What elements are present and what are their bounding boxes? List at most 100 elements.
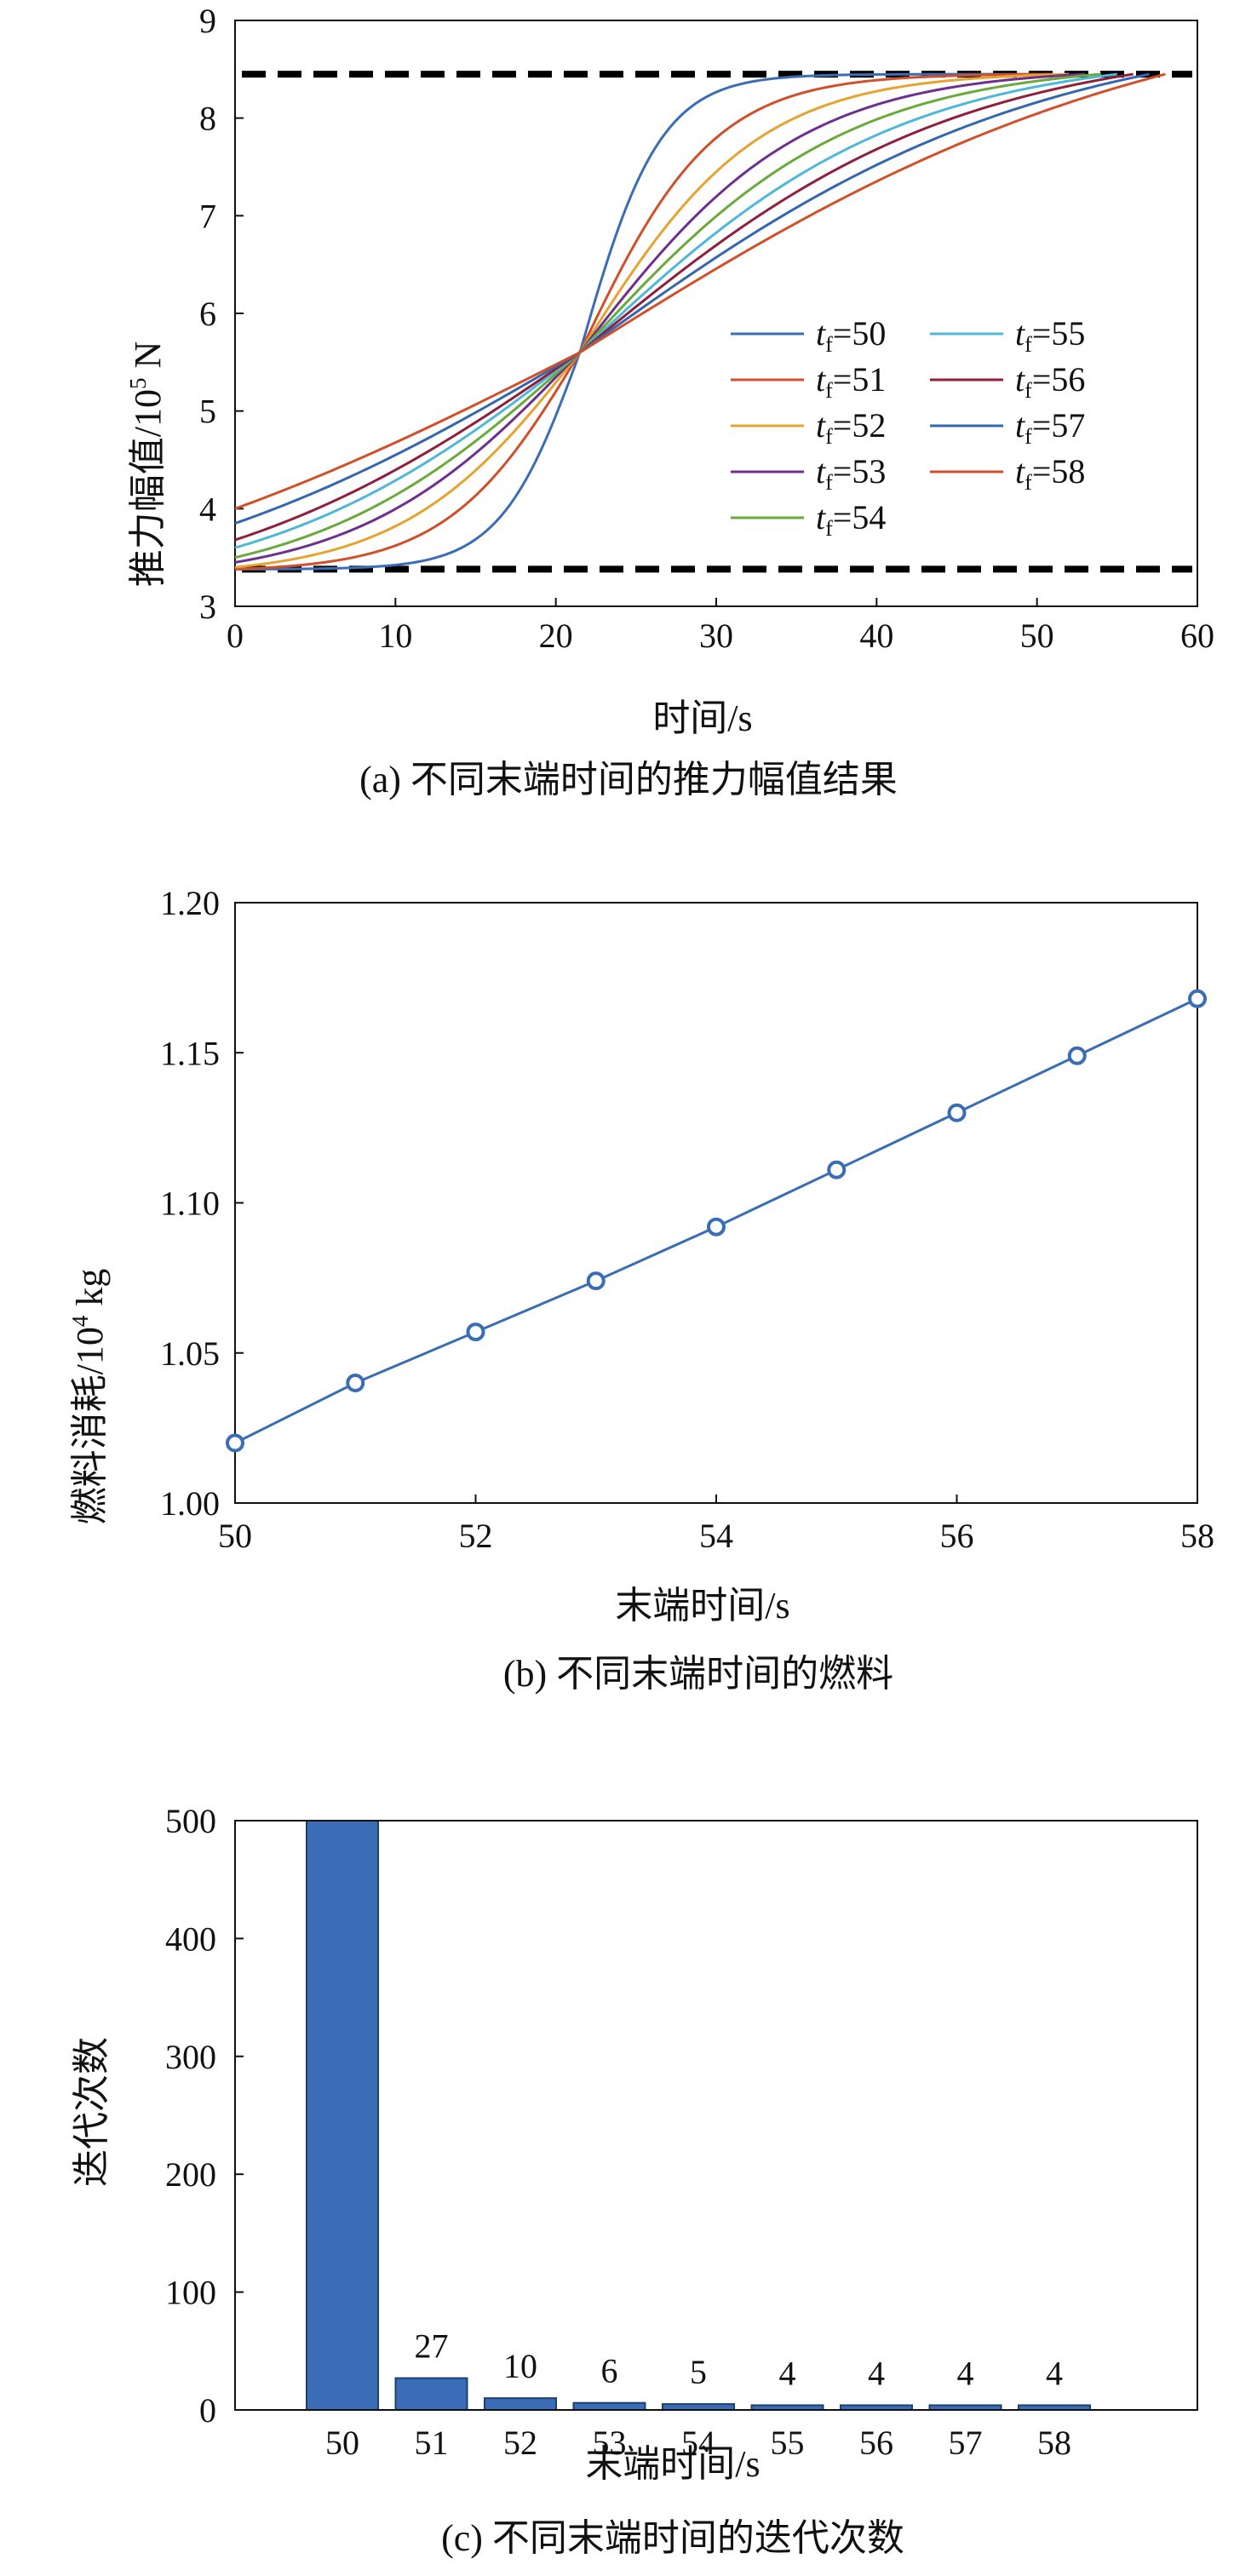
bar-value-label: 4 <box>868 2354 885 2392</box>
fuel-point-50 <box>226 1433 244 1453</box>
series-line-tf-50 <box>234 72 1037 571</box>
fuel-point-56 <box>947 1103 967 1122</box>
legend-label-tf-50: tf=50 <box>816 314 886 357</box>
series-line-tf-55 <box>234 72 1118 549</box>
fuel-point-53 <box>586 1271 606 1291</box>
chart-a-plot-area: 0 10 20 30 40 50 60 3 4 5 6 7 8 9 tf=50tf=51tf=52tf=53… <box>199 2 1214 655</box>
series-line-tf-58 <box>234 72 1166 510</box>
y-tick-label: 0 <box>199 2391 216 2430</box>
fuel-point-54 <box>707 1217 726 1236</box>
chart-b-plot-area: 50 52 54 56 58 1.00 1.05 1.10 1.15 1.20 <box>160 884 1214 1555</box>
chart-c-xlabel: 末端时间/s <box>585 2443 760 2485</box>
y-tick-label: 1.05 <box>160 1334 220 1373</box>
x-tick-label: 30 <box>699 617 733 655</box>
chart-c-ylabel: 迭代次数 <box>71 2037 112 2187</box>
iteration-count-chart: 50 51275210536545554564574584010020030040… <box>71 1802 1198 2559</box>
chart-a-ylabel-sup: 5 <box>125 378 151 390</box>
chart-a-ylabel-main: 推力幅值/10 <box>127 389 169 587</box>
series-line-tf-57 <box>234 72 1150 525</box>
y-tick-label: 8 <box>199 100 216 138</box>
x-tick-label: 50 <box>218 1517 252 1555</box>
x-tick-label: 51 <box>415 2424 449 2462</box>
x-tick-label: 57 <box>949 2424 983 2462</box>
bar-value-label: 27 <box>415 2327 449 2366</box>
y-tick-label: 300 <box>165 2038 216 2076</box>
fuel-consumption-chart: 50 52 54 56 58 1.00 1.05 1.10 1.15 1.20 末端时间/s 燃料… <box>67 884 1214 1695</box>
x-tick-label: 58 <box>1180 1517 1214 1555</box>
x-tick-label: 0 <box>227 617 244 655</box>
x-tick-label: 50 <box>1020 617 1054 655</box>
y-tick-label: 7 <box>199 197 216 235</box>
bar-value-label: 5 <box>690 2353 707 2391</box>
y-tick-label: 6 <box>199 295 216 333</box>
y-tick-label: 3 <box>199 588 216 626</box>
fuel-point-55 <box>827 1160 847 1179</box>
svg-text:推力幅值/105 N: 推力幅值/105 N <box>125 341 169 588</box>
chart-a-panel: 0 10 20 30 40 50 60 3 4 5 6 7 8 9 tf=50 tf=51 tf=52 tf=53… <box>0 0 1257 809</box>
y-tick-label: 1.20 <box>160 884 220 922</box>
bar-value-label: 4 <box>779 2354 796 2392</box>
x-tick-label: 10 <box>378 617 412 655</box>
fuel-point-57 <box>1067 1046 1087 1065</box>
fuel-point-58 <box>1188 989 1207 1008</box>
y-tick-label: 5 <box>199 393 216 431</box>
chart-b-frame <box>234 902 1198 1504</box>
chart-c-frame <box>234 1820 1198 2411</box>
bar-value-label: 4 <box>957 2354 974 2392</box>
chart-b-ylabel-sup: 4 <box>67 1315 93 1327</box>
y-tick-label: 1.10 <box>160 1185 220 1223</box>
chart-b-ylabel-unit: kg <box>69 1269 111 1316</box>
x-tick-label: 58 <box>1037 2424 1071 2462</box>
fuel-point-51 <box>346 1374 365 1392</box>
bar-value-label: 10 <box>503 2347 537 2385</box>
y-tick-label: 400 <box>165 1919 216 1958</box>
x-tick-label: 54 <box>681 2424 715 2462</box>
legend-label-tf-52: tf=52 <box>816 406 886 449</box>
chart-c-plot-area: 50 51275210536545554564574584010020030040… <box>165 1802 1198 2462</box>
legend-label-tf-53: tf=53 <box>816 452 886 495</box>
legend-label-tf-57: tf=57 <box>1015 406 1085 449</box>
legend-label-tf-54: tf=54 <box>816 498 886 541</box>
chart-a-ylabel-unit: N <box>127 341 169 378</box>
x-tick-label: 60 <box>1180 617 1214 655</box>
x-tick-label: 55 <box>771 2424 805 2462</box>
bar-50 <box>306 1820 379 2411</box>
y-tick-label: 4 <box>199 490 216 528</box>
chart-a-xlabel: 时间/s <box>652 697 752 739</box>
chart-b-caption: (b) 不同末端时间的燃料 <box>503 1653 893 1695</box>
chart-b-xlabel: 末端时间/s <box>615 1585 789 1626</box>
chart-a-caption: (a) 不同末端时间的推力幅值结果 <box>359 759 898 800</box>
y-tick-label: 500 <box>165 1802 216 1840</box>
legend-label-tf-58: tf=58 <box>1015 452 1085 495</box>
series-line-tf-56 <box>234 72 1134 542</box>
chart-b-panel: 50 52 54 56 58 1.00 1.05 1.10 1.15 1.20 末端时间/s 燃料… <box>0 852 1257 1703</box>
chart-b-ylabel: 燃料消耗/104 kg <box>67 1269 111 1525</box>
legend-label-tf-55: tf=55 <box>1015 314 1085 357</box>
x-tick-label: 40 <box>859 617 893 655</box>
x-tick-label: 56 <box>859 2424 893 2462</box>
series-line-tf-52 <box>234 72 1070 569</box>
legend-label-tf-51: tf=51 <box>816 360 886 403</box>
bar-value-label: 4 <box>1046 2354 1063 2392</box>
y-tick-label: 100 <box>165 2274 216 2312</box>
x-tick-label: 53 <box>593 2424 627 2462</box>
series-line-tf-51 <box>234 72 1053 571</box>
x-tick-label: 52 <box>503 2424 537 2462</box>
y-tick-label: 9 <box>199 2 216 40</box>
thrust-amplitude-chart: 0 10 20 30 40 50 60 3 4 5 6 7 8 9 tf=50tf=51tf=52tf=53… <box>125 2 1214 800</box>
legend-label-tf-56: tf=56 <box>1015 360 1085 403</box>
bar-52 <box>484 2397 557 2411</box>
x-tick-label: 54 <box>699 1517 733 1555</box>
svg-text:燃料消耗/104 kg: 燃料消耗/104 kg <box>67 1269 111 1525</box>
x-tick-label: 20 <box>539 617 573 655</box>
fuel-point-52 <box>466 1322 485 1342</box>
series-line-tf-54 <box>234 72 1102 559</box>
chart-b-ylabel-main: 燃料消耗/10 <box>69 1327 111 1524</box>
bar-54 <box>662 2403 735 2412</box>
bar-51 <box>394 2377 468 2412</box>
x-tick-label: 56 <box>940 1517 974 1555</box>
chart-c-panel: 50 51 27 52 10 53 6 54 5 55 4 56 4 57 4 58 4 0 100 200 300 40… <box>0 1720 1257 2576</box>
y-tick-label: 200 <box>165 2155 216 2194</box>
x-tick-label: 50 <box>325 2424 359 2462</box>
